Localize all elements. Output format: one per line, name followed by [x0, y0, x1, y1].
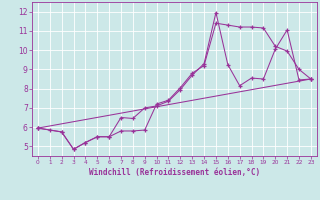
X-axis label: Windchill (Refroidissement éolien,°C): Windchill (Refroidissement éolien,°C)	[89, 168, 260, 177]
